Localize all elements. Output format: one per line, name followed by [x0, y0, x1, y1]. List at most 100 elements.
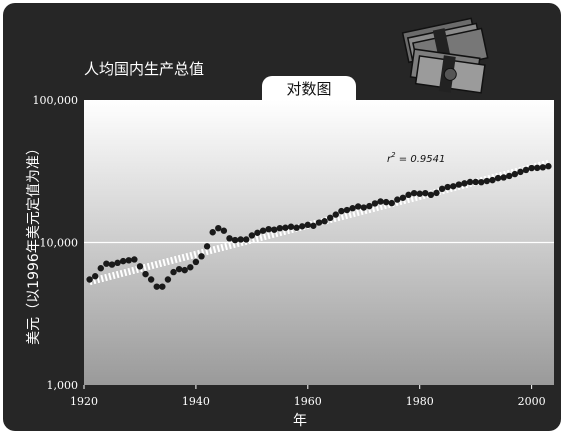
r-squared-exp: 2 — [391, 151, 396, 159]
data-point-1944 — [215, 224, 222, 232]
r-squared-base: r — [387, 154, 392, 165]
data-point-1954 — [271, 226, 278, 233]
data-point-1963 — [321, 218, 328, 225]
data-point-1947 — [231, 236, 239, 244]
data-point-1925 — [108, 261, 116, 268]
data-point-1934 — [159, 283, 166, 290]
data-point-2002 — [539, 164, 547, 171]
data-point-1924 — [103, 260, 110, 267]
data-point-1945 — [220, 227, 228, 234]
data-point-1940 — [192, 258, 200, 266]
x-tick-layer: 1920 1940 1960 1980 2000 — [70, 385, 546, 408]
data-point-1989 — [466, 178, 474, 186]
x-tick-label-1940: 1940 — [182, 395, 210, 408]
data-point-1977 — [399, 194, 407, 201]
data-point-1943 — [209, 229, 216, 236]
data-point-1971 — [366, 202, 373, 210]
y-tick-layer: 1,000 10,000 100,000 — [33, 94, 79, 392]
data-point-1986 — [450, 183, 457, 190]
data-point-1997 — [511, 170, 519, 178]
money-stack-icon — [401, 17, 489, 94]
data-point-1965 — [332, 211, 339, 218]
data-point-2000 — [528, 164, 535, 172]
data-point-1927 — [119, 257, 127, 265]
data-point-1990 — [472, 178, 479, 186]
data-point-1929 — [131, 256, 138, 263]
data-point-1959 — [299, 223, 306, 230]
data-point-1946 — [226, 235, 233, 242]
data-point-1960 — [304, 221, 312, 229]
data-point-1948 — [237, 236, 244, 243]
r-squared-value: = 0.9541 — [396, 154, 446, 165]
y-axis-title: 美元（以1996年美元定值为准） — [26, 141, 42, 345]
r-squared-annotation: r2 = 0.9541 — [387, 151, 445, 165]
data-point-1942 — [203, 243, 211, 250]
data-point-1980 — [416, 190, 423, 197]
data-point-1995 — [500, 174, 507, 181]
data-point-1973 — [377, 198, 384, 205]
data-point-1985 — [444, 183, 451, 191]
x-tick-label-1980: 1980 — [406, 395, 434, 408]
data-point-1981 — [422, 189, 429, 197]
data-point-1955 — [276, 224, 284, 232]
data-point-1931 — [142, 270, 149, 278]
dots-layer — [86, 163, 552, 290]
data-point-1939 — [187, 264, 194, 271]
data-point-1936 — [170, 268, 177, 276]
data-point-1930 — [136, 263, 144, 270]
x-tick-label-1920: 1920 — [70, 395, 98, 408]
data-point-1992 — [483, 177, 491, 185]
data-point-1964 — [326, 214, 334, 222]
data-point-1968 — [349, 205, 356, 212]
data-point-1928 — [125, 257, 132, 264]
data-point-1975 — [388, 199, 395, 207]
data-point-1941 — [198, 253, 205, 260]
x-axis-title: 年 — [293, 413, 307, 429]
page-title: 人均国内生产总值 — [84, 60, 205, 78]
data-point-1962 — [315, 219, 323, 226]
data-point-1982 — [427, 191, 435, 199]
data-point-1998 — [517, 168, 524, 176]
data-point-1966 — [338, 207, 345, 215]
data-point-1937 — [175, 265, 183, 273]
data-point-1958 — [293, 224, 300, 231]
data-point-1972 — [371, 200, 379, 207]
data-point-1923 — [97, 265, 104, 272]
data-point-1926 — [114, 259, 121, 267]
data-point-1953 — [265, 225, 272, 233]
data-point-2001 — [534, 164, 541, 172]
data-point-1933 — [153, 283, 160, 290]
data-point-1994 — [494, 174, 502, 182]
data-point-1987 — [455, 181, 463, 188]
data-point-1974 — [382, 198, 390, 206]
data-point-1961 — [310, 222, 317, 229]
data-point-1976 — [394, 196, 401, 203]
data-point-1951 — [254, 229, 261, 236]
x-tick-label-1960: 1960 — [294, 395, 322, 408]
data-point-2003 — [545, 163, 552, 170]
data-point-1967 — [343, 206, 351, 214]
data-point-1950 — [248, 232, 256, 239]
y-tick-label-1,000: 1,000 — [47, 379, 79, 392]
tab-log-scale: 对数图 — [262, 76, 356, 102]
y-tick-label-10,000: 10,000 — [40, 237, 79, 250]
data-point-1969 — [354, 203, 362, 210]
data-point-1979 — [410, 189, 418, 197]
data-point-1999 — [522, 166, 530, 174]
data-point-1991 — [478, 178, 485, 186]
data-point-1996 — [506, 172, 513, 180]
data-point-1970 — [360, 204, 367, 211]
data-point-1932 — [147, 276, 155, 283]
data-point-1983 — [433, 189, 440, 197]
x-tick-label-2000: 2000 — [518, 395, 546, 408]
data-point-1956 — [282, 224, 289, 231]
data-point-1935 — [164, 276, 172, 283]
data-point-1988 — [461, 180, 468, 187]
data-point-1921 — [86, 276, 93, 283]
data-point-1978 — [405, 191, 412, 199]
data-point-1993 — [489, 176, 496, 184]
y-tick-label-100,000: 100,000 — [33, 94, 79, 107]
data-point-1922 — [91, 273, 99, 280]
data-point-1952 — [259, 227, 267, 234]
